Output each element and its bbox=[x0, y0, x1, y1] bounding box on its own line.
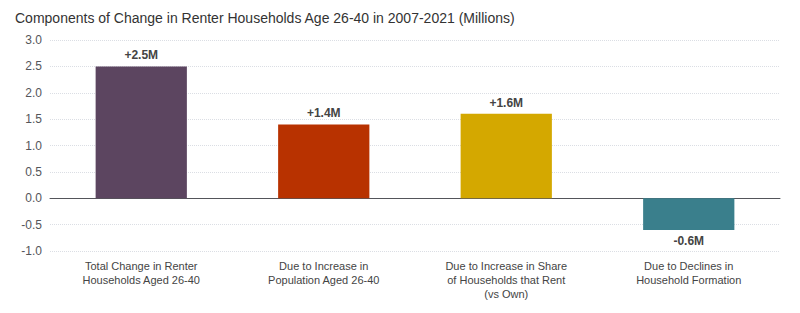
svg-text:-1.0: -1.0 bbox=[21, 244, 42, 258]
svg-text:of Households that Rent: of Households that Rent bbox=[447, 274, 565, 286]
svg-text:Due to Declines in: Due to Declines in bbox=[644, 260, 733, 272]
svg-text:Due to Increase in: Due to Increase in bbox=[279, 260, 368, 272]
svg-text:Population Aged 26-40: Population Aged 26-40 bbox=[268, 274, 379, 286]
svg-text:+2.5M: +2.5M bbox=[124, 48, 158, 62]
svg-text:Due to Increase in Share: Due to Increase in Share bbox=[445, 260, 567, 272]
svg-text:Households Aged 26-40: Households Aged 26-40 bbox=[83, 274, 200, 286]
svg-text:2.0: 2.0 bbox=[25, 86, 42, 100]
svg-text:-0.6M: -0.6M bbox=[673, 234, 704, 248]
svg-text:(vs Own): (vs Own) bbox=[484, 288, 528, 300]
svg-text:Household Formation: Household Formation bbox=[636, 274, 741, 286]
svg-text:1.5: 1.5 bbox=[25, 112, 42, 126]
svg-text:-0.5: -0.5 bbox=[21, 218, 42, 232]
svg-text:1.0: 1.0 bbox=[25, 139, 42, 153]
svg-text:+1.4M: +1.4M bbox=[307, 106, 341, 120]
svg-text:+1.6M: +1.6M bbox=[489, 96, 523, 110]
svg-text:3.0: 3.0 bbox=[25, 33, 42, 47]
svg-text:Total Change in Renter: Total Change in Renter bbox=[85, 260, 198, 272]
svg-text:2.5: 2.5 bbox=[25, 59, 42, 73]
svg-text:0.5: 0.5 bbox=[25, 165, 42, 179]
svg-text:Components of Change in Renter: Components of Change in Renter Household… bbox=[15, 10, 515, 26]
svg-text:0.0: 0.0 bbox=[25, 191, 42, 205]
